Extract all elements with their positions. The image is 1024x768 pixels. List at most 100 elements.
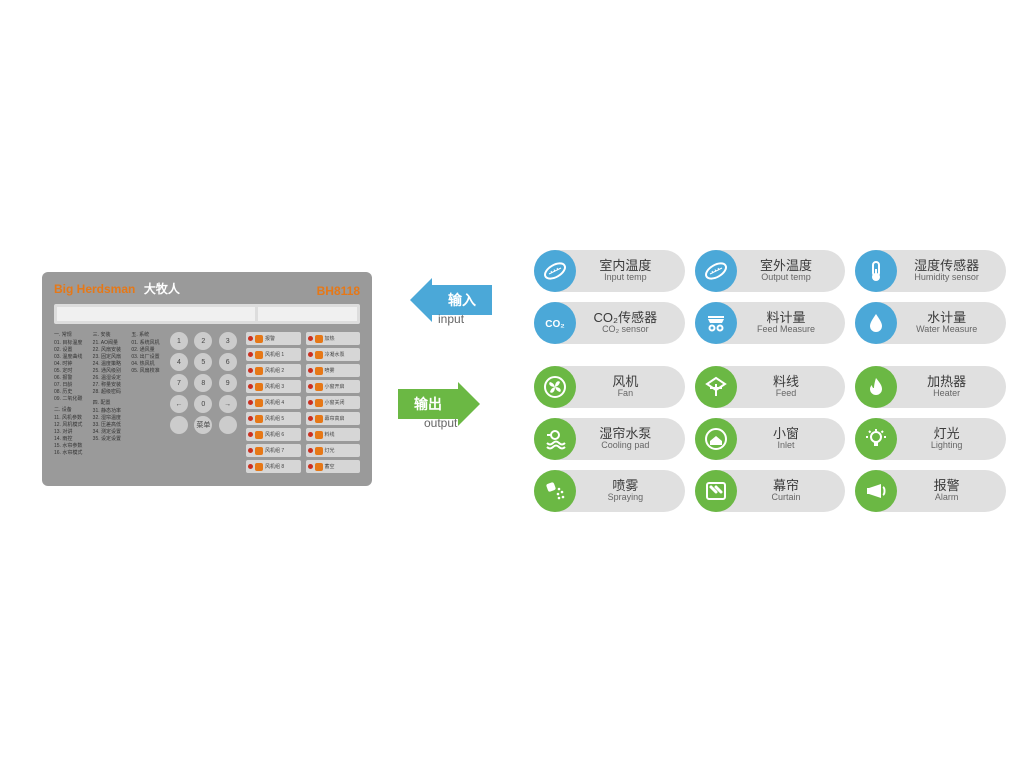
indicator-item: 风机组 5 xyxy=(246,412,301,425)
light-icon xyxy=(855,418,897,460)
menu-item: 12. 风机模式 xyxy=(54,422,87,429)
menu-item: 14. 雨控 xyxy=(54,436,87,443)
keypad: 123 456 789 ← 0 → 菜单 xyxy=(170,332,240,473)
menu-list: 一. 常规01. 目标温度02. 设置03. 温度曲线04. 时钟05. 定时0… xyxy=(54,332,164,473)
pill-text: 幕帘 Curtain xyxy=(735,479,838,503)
indicator-item: 冷凝水泵 xyxy=(306,348,361,361)
menu-item: 23. 固定风扇 xyxy=(93,354,126,361)
io-pill: 水计量 Water Measure xyxy=(855,302,1006,344)
spray-icon xyxy=(534,470,576,512)
indicator-item: 风机组 4 xyxy=(246,396,301,409)
indicator-item: 幕帘高启 xyxy=(306,412,361,425)
scale-icon xyxy=(695,302,737,344)
pill-text: 小窗 Inlet xyxy=(735,427,838,451)
output-arrow-label: 输出 xyxy=(398,389,458,419)
menu-item: 08. 历史 xyxy=(54,389,87,396)
inlet-icon xyxy=(695,418,737,460)
menu-item: 06. 报警 xyxy=(54,375,87,382)
pill-text: 料计量 Feed Measure xyxy=(735,311,838,335)
io-pill: 喷雾 Spraying xyxy=(534,470,685,512)
pill-text: 湿度传感器 Humidity sensor xyxy=(895,259,998,283)
keypad-key[interactable]: 9 xyxy=(219,374,237,392)
feed-icon xyxy=(695,366,737,408)
control-panel: Big Herdsman 大牧人 BH8118 一. 常规01. 目标温度02.… xyxy=(42,272,372,486)
keypad-key[interactable]: 0 xyxy=(194,395,212,413)
indicator-item: 料线 xyxy=(306,428,361,441)
keypad-key[interactable]: 菜单 xyxy=(194,416,212,434)
io-pill: 幕帘 Curtain xyxy=(695,470,846,512)
co2-icon xyxy=(534,302,576,344)
menu-group-header: 二. 设备 xyxy=(54,407,87,414)
alarm-icon xyxy=(855,470,897,512)
keypad-key[interactable] xyxy=(170,416,188,434)
indicator-item: 风机组 3 xyxy=(246,380,301,393)
io-pill: 报警 Alarm xyxy=(855,470,1006,512)
menu-item: 35. 设定设置 xyxy=(93,436,126,443)
keypad-key[interactable]: 7 xyxy=(170,374,188,392)
pill-text: 水计量 Water Measure xyxy=(895,311,998,335)
pill-text: 喷雾 Spraying xyxy=(574,479,677,503)
menu-item: 09. 二氧化碳 xyxy=(54,396,87,403)
curtain-icon xyxy=(695,470,737,512)
menu-item: 22. 风扇安装 xyxy=(93,347,126,354)
menu-item: 16. 水帘模式 xyxy=(54,450,87,457)
menu-group-header: 三. 安装 xyxy=(93,332,126,339)
menu-item: 02. 设置 xyxy=(54,347,87,354)
menu-item: 04. 时钟 xyxy=(54,361,87,368)
keypad-key[interactable]: 2 xyxy=(194,332,212,350)
io-pill-grid: 室内温度 Input temp 室外温度 Output temp 湿度传感器 H… xyxy=(534,250,1006,512)
menu-item: 33. 压差高低 xyxy=(93,422,126,429)
keypad-key[interactable]: 1 xyxy=(170,332,188,350)
keypad-key[interactable]: → xyxy=(219,395,237,413)
indicator-item: 风机组 8 xyxy=(246,460,301,473)
brand: Big Herdsman 大牧人 xyxy=(54,280,180,298)
indicator-item: 喷雾 xyxy=(306,364,361,377)
panel-header: Big Herdsman 大牧人 BH8118 xyxy=(54,280,360,298)
pill-text: 室内温度 Input temp xyxy=(574,259,677,283)
thermo-icon xyxy=(534,250,576,292)
indicator-item: 风机组 6 xyxy=(246,428,301,441)
keypad-key[interactable] xyxy=(219,416,237,434)
menu-item: 28. 超级密码 xyxy=(93,389,126,396)
input-arrow-label: 输入 xyxy=(432,285,492,315)
indicator-item: 加热 xyxy=(306,332,361,345)
indicator-item: 灯光 xyxy=(306,444,361,457)
brand-cn: 大牧人 xyxy=(144,282,180,296)
indicator-item: 报警 xyxy=(246,332,301,345)
keypad-key[interactable]: 4 xyxy=(170,353,188,371)
keypad-key[interactable]: 8 xyxy=(194,374,212,392)
output-arrow-sub: output xyxy=(424,416,457,430)
pill-text: 报警 Alarm xyxy=(895,479,998,503)
menu-group-header: 一. 常规 xyxy=(54,332,87,339)
io-pill: 室外温度 Output temp xyxy=(695,250,846,292)
menu-item: 21. AO阀量 xyxy=(93,340,126,347)
menu-group-header: 四. 配置 xyxy=(93,400,126,407)
indicator-item: 小窗关闭 xyxy=(306,396,361,409)
menu-item: 05. 定时 xyxy=(54,368,87,375)
model-number: BH8118 xyxy=(317,284,360,298)
keypad-key[interactable]: 3 xyxy=(219,332,237,350)
menu-item: 26. 温湿设定 xyxy=(93,375,126,382)
menu-item: 01. 目标温度 xyxy=(54,340,87,347)
humidity-icon xyxy=(855,250,897,292)
arrow-head-icon xyxy=(458,382,480,426)
brand-en: Big Herdsman xyxy=(54,282,135,296)
io-pill: 小窗 Inlet xyxy=(695,418,846,460)
pill-text: 湿帘水泵 Cooling pad xyxy=(574,427,677,451)
indicator-item: 风机组 2 xyxy=(246,364,301,377)
io-pill: 加热器 Heater xyxy=(855,366,1006,408)
keypad-key[interactable]: 6 xyxy=(219,353,237,371)
menu-item: 04. 热风机 xyxy=(131,361,164,368)
keypad-key[interactable]: 5 xyxy=(194,353,212,371)
menu-item: 07. 日龄 xyxy=(54,382,87,389)
pill-text: 室外温度 Output temp xyxy=(735,259,838,283)
thermo-icon xyxy=(695,250,737,292)
keypad-key[interactable]: ← xyxy=(170,395,188,413)
io-pill: 风机 Fan xyxy=(534,366,685,408)
pill-text: 加热器 Heater xyxy=(895,375,998,399)
io-pill: 灯光 Lighting xyxy=(855,418,1006,460)
indicator-item: 蓄空 xyxy=(306,460,361,473)
menu-item: 24. 温度策略 xyxy=(93,361,126,368)
io-pill: 料计量 Feed Measure xyxy=(695,302,846,344)
menu-item: 31. 静态功率 xyxy=(93,408,126,415)
